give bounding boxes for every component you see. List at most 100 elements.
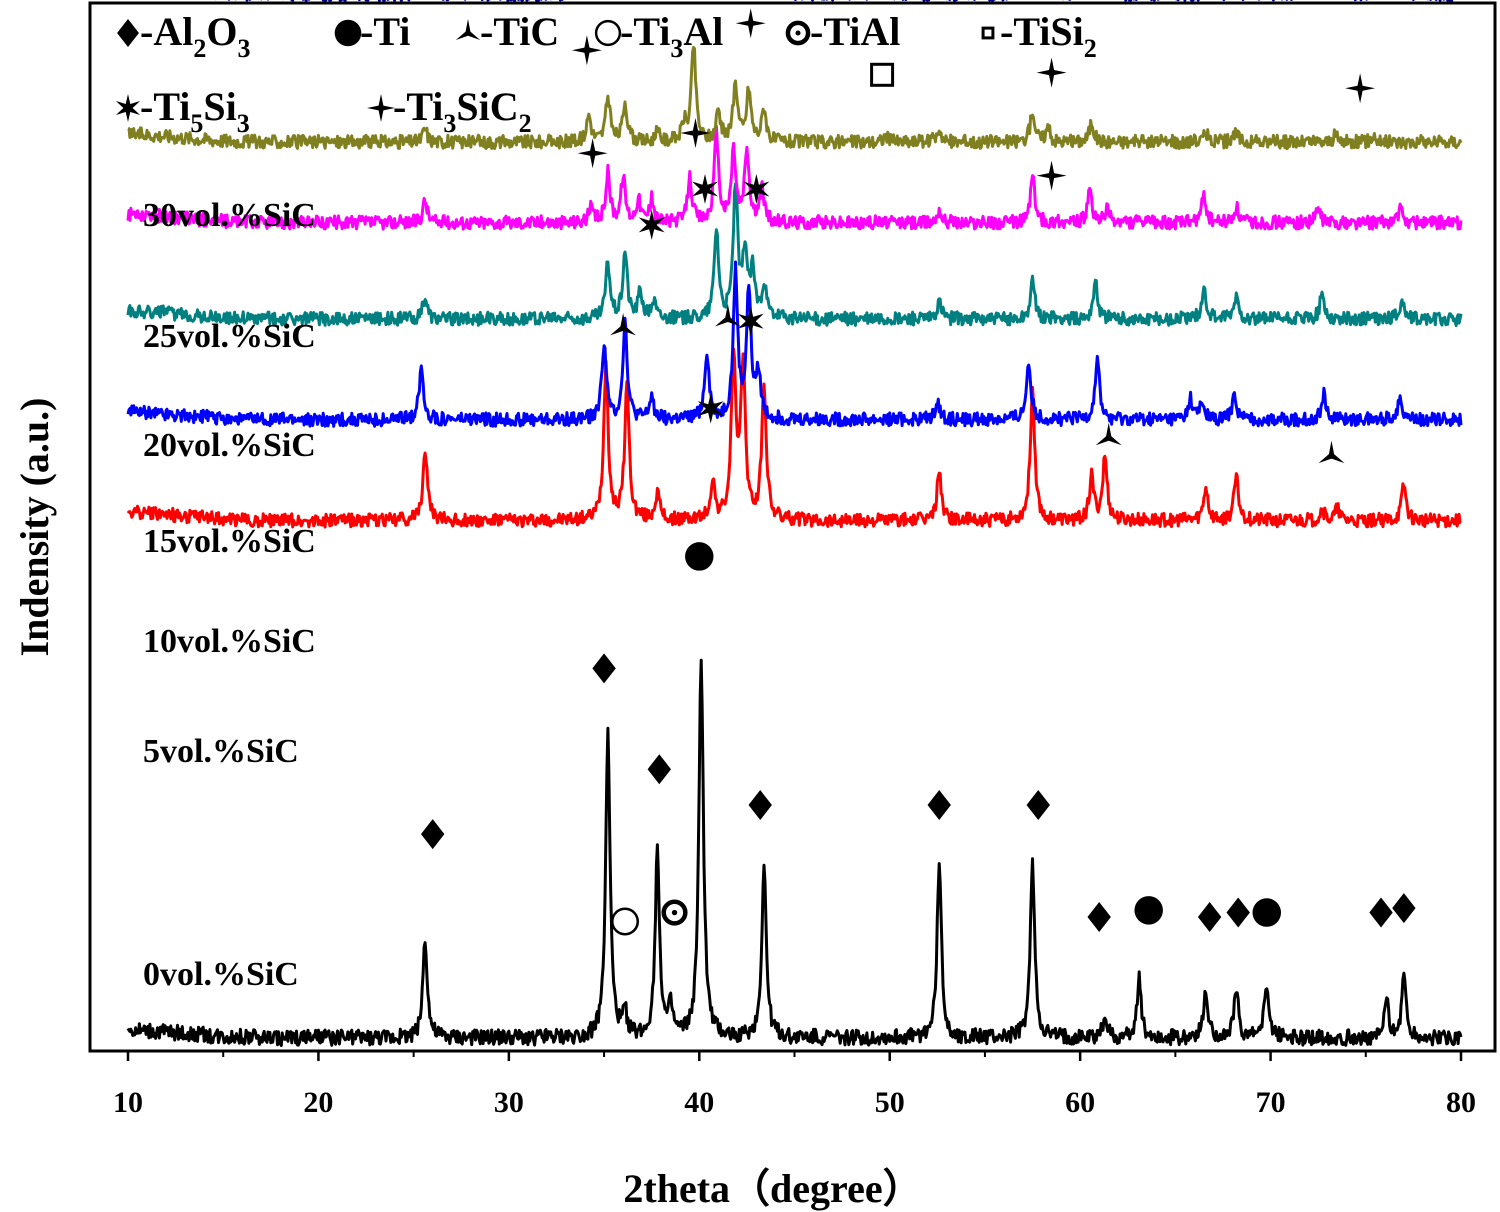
peak-marker-diamond-filled bbox=[1197, 902, 1222, 933]
peak-marker-diamond-filled bbox=[1392, 893, 1416, 924]
peak-marker-six-star bbox=[743, 174, 770, 204]
legend-text: Ti bbox=[406, 84, 443, 129]
legend-prefix: - bbox=[360, 9, 373, 54]
legend: -Al2O3 -Ti -TiC -Ti3Al -TiAl -TiSi2-Ti5Si3 -Ti… bbox=[115, 9, 1097, 138]
series-label: 10vol.%SiC bbox=[143, 623, 316, 660]
legend-entry: -Ti3Al bbox=[594, 9, 723, 63]
peak-marker-diamond-filled bbox=[1369, 897, 1393, 928]
legend-text2: Al bbox=[683, 9, 723, 54]
legend-label: -TiC bbox=[480, 9, 559, 54]
legend-prefix: - bbox=[810, 9, 823, 54]
peak-marker-diamond-filled bbox=[927, 790, 951, 821]
peak-marker-four-star bbox=[735, 8, 766, 39]
legend-prefix: - bbox=[140, 84, 153, 129]
peak-marker-diamond-filled bbox=[647, 754, 671, 785]
legend-prefix: - bbox=[393, 84, 406, 129]
series-layer: 0vol.%SiC 5vol.%SiC 10vol.%SiC 15vol.%SiC 20… bbox=[126, 0, 1463, 1047]
series-label: 0vol.%SiC bbox=[143, 956, 299, 993]
legend-label: -Ti bbox=[360, 9, 410, 54]
legend-text: Ti bbox=[633, 9, 670, 54]
peak-marker-six-star bbox=[638, 209, 665, 240]
series-label: 20vol.%SiC bbox=[143, 427, 316, 464]
legend-entry: -TiC bbox=[455, 9, 559, 54]
peak-marker-four-star bbox=[577, 138, 608, 169]
peak-marker-six-star bbox=[737, 306, 764, 337]
legend-text: Al bbox=[153, 9, 193, 54]
peak-marker-circle-filled bbox=[685, 542, 714, 571]
legend-prefix: - bbox=[480, 9, 493, 54]
series-label: 15vol.%SiC bbox=[143, 523, 316, 560]
peak-marker-diamond-filled bbox=[1226, 897, 1250, 928]
peak-marker-tri-star bbox=[714, 304, 741, 327]
legend-sub1: 3 bbox=[443, 109, 456, 138]
peak-marker-four-star bbox=[1345, 73, 1376, 104]
peak-marker-tri-star bbox=[455, 19, 481, 40]
x-tick-label: 70 bbox=[1256, 1086, 1286, 1119]
peak-marker-circle-dot bbox=[661, 899, 688, 926]
legend-entry: -Al2O3 bbox=[117, 9, 250, 63]
legend-text2: SiC bbox=[456, 84, 518, 129]
x-axis: 10 20 30 40 50 60 70 80 bbox=[113, 1051, 1476, 1119]
legend-entry: -Ti bbox=[334, 9, 410, 54]
legend-sub2: 2 bbox=[519, 109, 532, 138]
peak-marker-circle-filled bbox=[1134, 896, 1163, 925]
legend-sub1: 2 bbox=[1084, 34, 1097, 63]
series-label: 5vol.%SiC bbox=[143, 733, 299, 770]
legend-text: TiAl bbox=[823, 9, 900, 54]
legend-label: -Al2O3 bbox=[140, 9, 250, 63]
peak-marker-six-star bbox=[697, 393, 724, 424]
series-line bbox=[126, 658, 1463, 1047]
legend-label: -TiAl bbox=[810, 9, 900, 54]
legend-text: TiC bbox=[493, 9, 559, 54]
legend-text2: Si bbox=[203, 84, 236, 129]
legend-sub1: 3 bbox=[670, 34, 683, 63]
legend-prefix: - bbox=[1000, 9, 1013, 54]
legend-entry: -TiAl bbox=[785, 9, 900, 54]
legend-text: Ti bbox=[373, 9, 410, 54]
peak-marker-diamond-filled bbox=[420, 819, 445, 850]
series-label: 25vol.%SiC bbox=[143, 318, 316, 355]
peak-marker-circle-open bbox=[594, 19, 622, 47]
peak-marker-circle-dot bbox=[785, 20, 811, 46]
series-line bbox=[126, 260, 1463, 428]
legend-sub1: 2 bbox=[193, 34, 206, 63]
series-line bbox=[126, 182, 1463, 328]
peak-marker-circle-open bbox=[611, 907, 640, 936]
peak-marker-six-star bbox=[692, 174, 718, 204]
peak-marker-tri-star bbox=[1095, 422, 1122, 446]
x-tick-label: 30 bbox=[494, 1086, 524, 1119]
peak-marker-diamond-filled bbox=[592, 653, 616, 684]
peak-marker-four-star bbox=[680, 118, 711, 148]
peak-marker-tri-star bbox=[610, 312, 637, 336]
peak-marker-diamond-filled bbox=[748, 790, 772, 821]
plot-frame bbox=[88, 1, 1497, 1053]
x-tick-label: 10 bbox=[113, 1086, 143, 1119]
legend-text2: O bbox=[206, 9, 237, 54]
legend-label: -Ti3SiC2 bbox=[393, 84, 532, 138]
peak-marker-square-open bbox=[870, 62, 895, 87]
series-line bbox=[126, 124, 1463, 231]
legend-sub2: 3 bbox=[237, 109, 250, 138]
series-line bbox=[127, 45, 1463, 151]
series-label: 30vol.%SiC bbox=[143, 197, 316, 234]
legend-label: -Ti5Si3 bbox=[140, 84, 250, 138]
x-tick-label: 80 bbox=[1446, 1086, 1476, 1119]
legend-entry: -Ti3SiC2 bbox=[367, 84, 532, 138]
series-line bbox=[214, 0, 1454, 3]
legend-text: Ti bbox=[153, 84, 190, 129]
legend-entry: -TiSi2 bbox=[981, 9, 1097, 63]
legend-label: -Ti3Al bbox=[620, 9, 723, 63]
peak-marker-four-star bbox=[367, 94, 395, 122]
peak-marker-tri-star bbox=[1318, 440, 1345, 464]
legend-sub2: 3 bbox=[237, 34, 250, 63]
legend-prefix: - bbox=[140, 9, 153, 54]
peak-marker-diamond-filled bbox=[1087, 902, 1111, 933]
peak-marker-circle-filled bbox=[334, 19, 362, 47]
peak-marker-four-star bbox=[1036, 160, 1067, 191]
peak-marker-diamond-filled bbox=[117, 19, 139, 47]
x-tick-label: 40 bbox=[684, 1086, 714, 1119]
legend-entry: -Ti5Si3 bbox=[115, 84, 250, 138]
peak-marker-four-star bbox=[571, 35, 602, 66]
legend-sub1: 5 bbox=[190, 109, 203, 138]
